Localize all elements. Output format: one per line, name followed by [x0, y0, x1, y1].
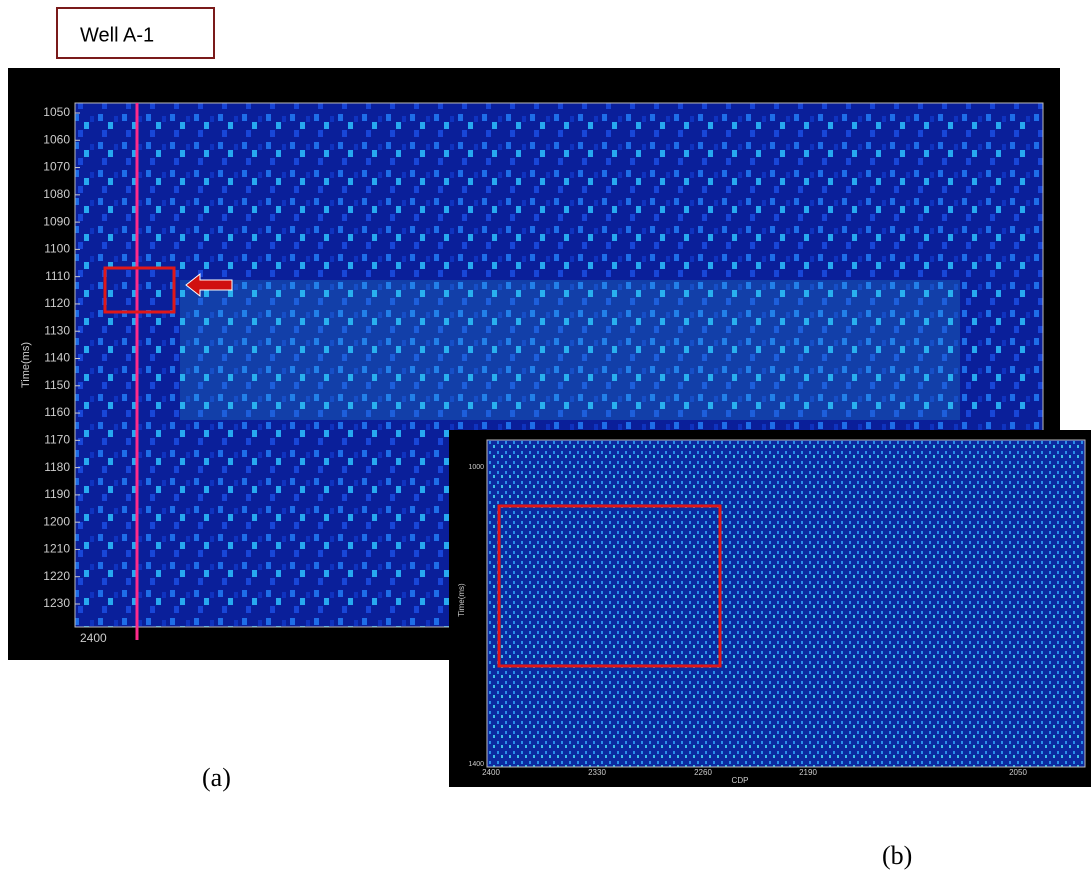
- caption: (b): [882, 841, 912, 870]
- label-box: [56, 7, 215, 59]
- y-tick-label: 1090: [43, 214, 70, 228]
- y-tick-label: 1140: [44, 351, 70, 365]
- panel-b-image: [486, 439, 1086, 768]
- x-tick-label: 2400: [482, 768, 500, 777]
- highlight-box: [497, 504, 722, 668]
- y-tick-label: 1200: [43, 514, 70, 528]
- y-tick-label: 1110: [45, 269, 70, 283]
- y-tick-label: 1050: [43, 105, 70, 119]
- y-tick-label: 1170: [44, 433, 70, 447]
- y-tick-label: 1120: [44, 296, 70, 310]
- y-tick-label: 1130: [44, 323, 70, 337]
- y-tick-label: 1070: [43, 160, 70, 174]
- y-tick-label: 1400: [468, 761, 484, 768]
- panel-a-reflector: [180, 280, 960, 420]
- y-tick-label: 1150: [44, 378, 70, 392]
- y-tick-label: 1230: [43, 596, 70, 610]
- label-box-text: Well A-1: [80, 24, 154, 46]
- y-tick-label: 1210: [43, 542, 70, 556]
- y-tick-label: 1000: [468, 464, 484, 471]
- y-tick-label: 1220: [43, 569, 70, 583]
- y-tick-label: 1160: [44, 405, 70, 419]
- y-tick-label: 1180: [44, 460, 70, 474]
- y-axis-label: Time(ms): [20, 342, 32, 388]
- x-tick-label: 2050: [1009, 768, 1027, 777]
- y-tick-label: 1060: [43, 132, 70, 146]
- x-tick-label: 2330: [588, 768, 606, 777]
- x-axis-label: CDP: [732, 776, 749, 785]
- y-ticks: 1050 1060 1070 1080 1090 1100 1110 1120 1130 1140…: [43, 105, 80, 610]
- x-tick-label: 2190: [799, 768, 817, 777]
- x-tick-label: 2400: [80, 631, 107, 645]
- x-tick-label: 2260: [694, 768, 712, 777]
- highlight-box: [103, 266, 176, 314]
- y-tick-label: 1190: [44, 487, 70, 501]
- arrow: [185, 272, 233, 298]
- y-tick-label: 1100: [44, 242, 70, 256]
- caption: (a): [202, 763, 231, 792]
- y-axis-label: Time(ms): [457, 583, 466, 617]
- y-tick-label: 1080: [43, 187, 70, 201]
